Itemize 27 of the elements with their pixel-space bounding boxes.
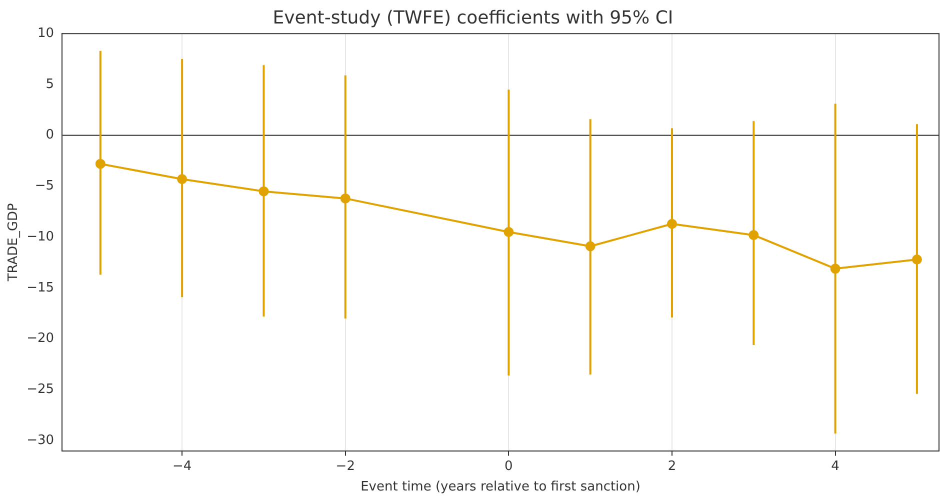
y-tick-label: 0	[46, 128, 54, 143]
y-axis-title: TRADE_GDP	[6, 203, 22, 282]
y-tick-label: −5	[34, 178, 54, 194]
x-tick-label: −2	[336, 458, 355, 474]
y-tick-label: −25	[26, 382, 54, 398]
point	[666, 218, 677, 229]
x-axis-title: Event time (years relative to first sanction)	[360, 480, 640, 495]
x-tick-label: 2	[668, 458, 676, 474]
x-tick-label: 4	[831, 458, 840, 474]
y-tick-label: −10	[26, 229, 54, 244]
point	[912, 254, 922, 264]
point	[95, 158, 106, 169]
y-tick-label: 5	[46, 76, 54, 92]
point	[504, 227, 514, 238]
x-tick-label: 0	[504, 458, 513, 474]
y-tick-label: −30	[26, 433, 54, 448]
y-tick-label: −20	[26, 331, 54, 346]
point	[748, 230, 759, 240]
point	[258, 186, 269, 196]
y-tick-label: 10	[37, 26, 54, 41]
point	[830, 264, 840, 274]
point	[177, 174, 188, 184]
chart-title: Event-study (TWFE) coefficients with 95% CI	[272, 7, 674, 28]
x-tick-label: −4	[172, 458, 192, 474]
point	[585, 241, 596, 252]
y-tick-label: −15	[26, 280, 54, 296]
point	[340, 193, 350, 204]
